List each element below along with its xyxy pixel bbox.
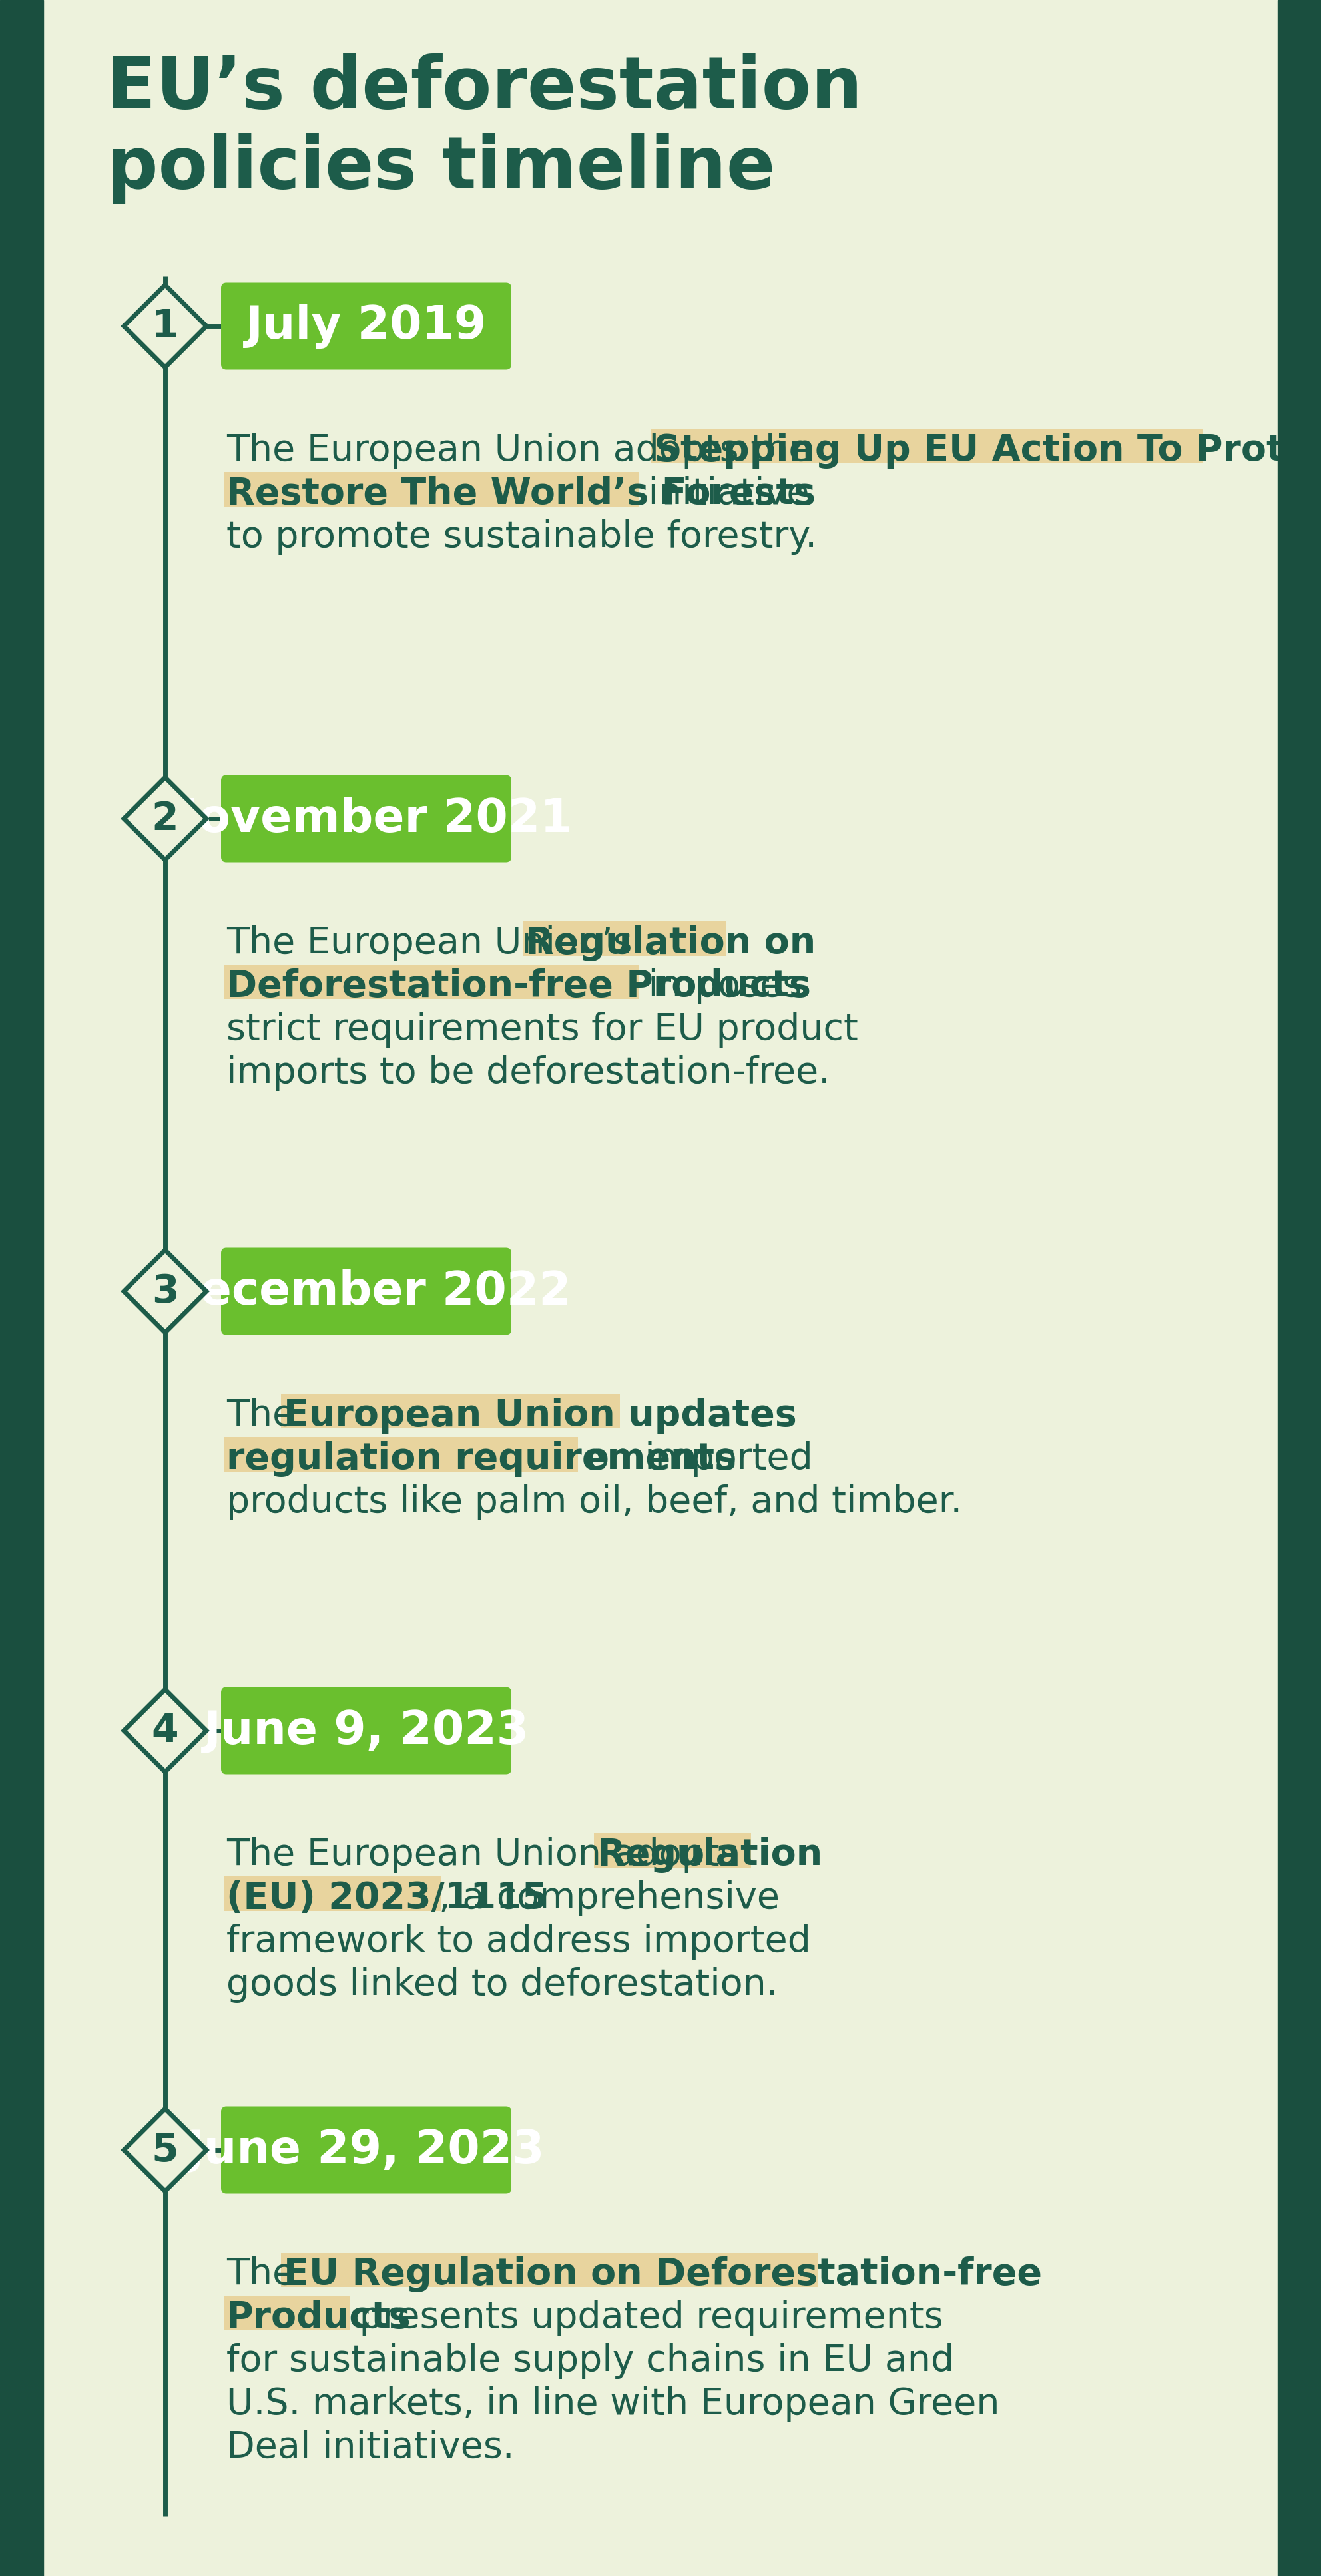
- Text: U.S. markets, in line with European Green: U.S. markets, in line with European Gree…: [226, 2385, 1000, 2421]
- Text: initiative: initiative: [637, 477, 808, 513]
- Text: Stepping Up EU Action To Protect And: Stepping Up EU Action To Protect And: [654, 433, 1321, 469]
- Text: regulation requirements: regulation requirements: [226, 1440, 736, 1476]
- Text: European Union updates: European Union updates: [284, 1399, 797, 1435]
- FancyBboxPatch shape: [594, 1834, 752, 1868]
- Text: Restore The World’s Forests: Restore The World’s Forests: [226, 477, 815, 513]
- Text: Products: Products: [226, 2300, 411, 2336]
- Text: The European Union adopts: The European Union adopts: [226, 1837, 750, 1873]
- FancyBboxPatch shape: [221, 775, 511, 863]
- Text: The: The: [226, 2257, 306, 2293]
- Text: December 2022: December 2022: [161, 1270, 571, 1314]
- Text: framework to address imported: framework to address imported: [226, 1924, 811, 1960]
- FancyBboxPatch shape: [523, 922, 725, 956]
- FancyBboxPatch shape: [651, 428, 1203, 464]
- Text: for sustainable supply chains in EU and: for sustainable supply chains in EU and: [226, 2344, 954, 2380]
- Text: The European Union adopts the: The European Union adopts the: [226, 433, 823, 469]
- Text: Deforestation-free Products: Deforestation-free Products: [226, 969, 811, 1005]
- Text: goods linked to deforestation.: goods linked to deforestation.: [226, 1968, 778, 2004]
- Text: Deal initiatives.: Deal initiatives.: [226, 2429, 514, 2465]
- FancyBboxPatch shape: [223, 963, 639, 999]
- Polygon shape: [124, 1690, 206, 1772]
- Text: presents updated requirements: presents updated requirements: [347, 2300, 943, 2336]
- Text: Regulation: Regulation: [597, 1837, 823, 1873]
- FancyBboxPatch shape: [223, 1875, 441, 1911]
- Bar: [0, 0, 44, 2576]
- Text: imports to be deforestation-free.: imports to be deforestation-free.: [226, 1056, 830, 1092]
- Text: The: The: [226, 1399, 306, 1435]
- Text: strict requirements for EU product: strict requirements for EU product: [226, 1012, 859, 1048]
- FancyBboxPatch shape: [221, 283, 511, 371]
- Text: July 2019: July 2019: [246, 304, 487, 348]
- Text: products like palm oil, beef, and timber.: products like palm oil, beef, and timber…: [226, 1484, 962, 1520]
- Text: 1: 1: [152, 307, 178, 345]
- FancyBboxPatch shape: [280, 2251, 818, 2287]
- Text: 4: 4: [152, 1710, 178, 1749]
- Text: to promote sustainable forestry.: to promote sustainable forestry.: [226, 520, 816, 556]
- Text: policies timeline: policies timeline: [107, 134, 775, 204]
- Text: June 9, 2023: June 9, 2023: [203, 1708, 528, 1752]
- Text: EU Regulation on Deforestation-free: EU Regulation on Deforestation-free: [284, 2257, 1042, 2293]
- FancyBboxPatch shape: [221, 1687, 511, 1775]
- Text: 3: 3: [152, 1273, 178, 1311]
- Text: on imported: on imported: [576, 1440, 812, 1476]
- Text: 5: 5: [152, 2130, 178, 2169]
- Text: , a comprehensive: , a comprehensive: [439, 1880, 779, 1917]
- Text: November 2021: November 2021: [160, 796, 572, 840]
- Text: The European Union’s: The European Union’s: [226, 925, 645, 961]
- Text: (EU) 2023/1115: (EU) 2023/1115: [226, 1880, 548, 1917]
- Polygon shape: [124, 2110, 206, 2192]
- FancyBboxPatch shape: [280, 1394, 620, 1430]
- Polygon shape: [124, 286, 206, 368]
- Polygon shape: [124, 1249, 206, 1332]
- FancyBboxPatch shape: [223, 1437, 579, 1471]
- Bar: [1277, 0, 1321, 2576]
- Text: June 29, 2023: June 29, 2023: [188, 2128, 546, 2172]
- FancyBboxPatch shape: [221, 1247, 511, 1334]
- FancyBboxPatch shape: [221, 2107, 511, 2195]
- Polygon shape: [124, 778, 206, 860]
- Text: 2: 2: [152, 799, 178, 837]
- FancyBboxPatch shape: [223, 471, 639, 507]
- Text: Regulation on: Regulation on: [526, 925, 816, 961]
- FancyBboxPatch shape: [223, 2295, 350, 2331]
- Text: EU’s deforestation: EU’s deforestation: [107, 54, 863, 124]
- Text: imposes: imposes: [637, 969, 802, 1005]
